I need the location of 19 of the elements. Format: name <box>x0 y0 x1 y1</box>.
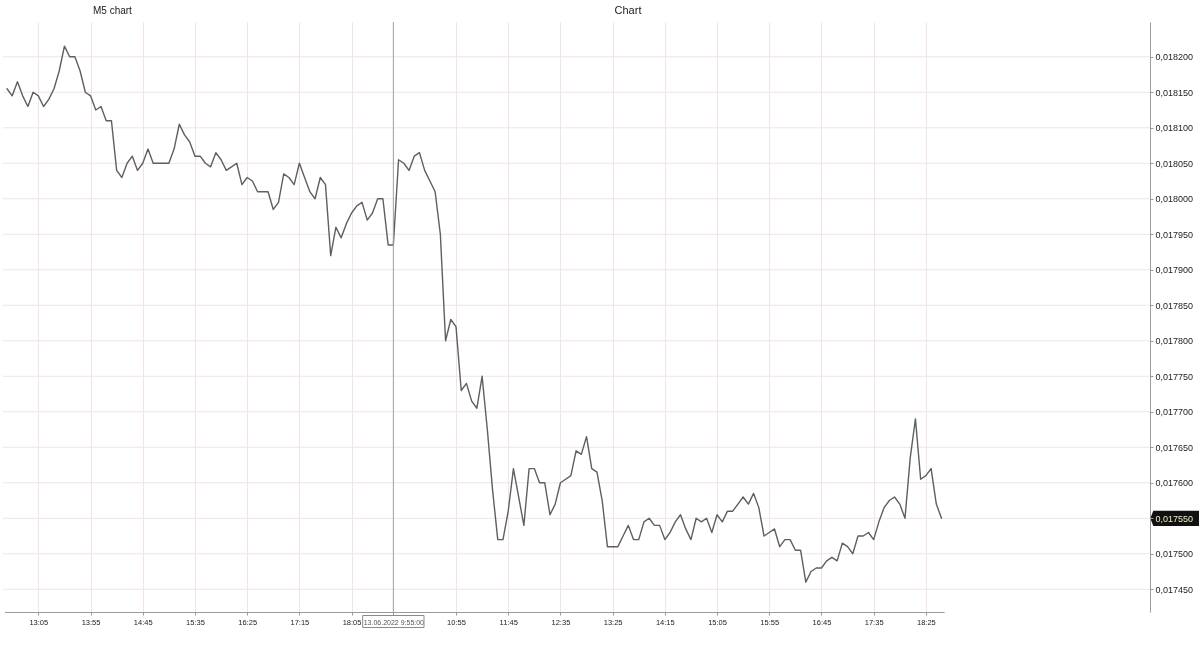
chart-title: Chart <box>614 4 642 16</box>
y-tick-label: 0,018150 <box>1155 87 1194 98</box>
y-tick-label: 0,017800 <box>1155 336 1194 347</box>
y-tick-label: 0,017550 <box>1155 513 1194 524</box>
y-tick-label: 0,017500 <box>1155 549 1194 560</box>
y-tick-label: 0,017850 <box>1155 300 1194 311</box>
y-tick-label: 0,017700 <box>1155 407 1194 418</box>
y-tick-label: 0,018100 <box>1155 123 1194 134</box>
y-tick-label: 0,017750 <box>1155 371 1194 382</box>
y-tick-label: 0,017450 <box>1155 584 1194 595</box>
y-tick-label: 0,017600 <box>1155 478 1194 489</box>
y-tick-label: 0,018200 <box>1155 52 1194 63</box>
text: M5 chart <box>93 5 133 16</box>
line-series <box>6 45 943 583</box>
y-tick-label: 0,017650 <box>1155 442 1194 453</box>
y-tick-label: 0,018000 <box>1155 194 1194 205</box>
y-tick-label: 0,017900 <box>1155 265 1194 276</box>
y-tick-label: 0,018050 <box>1155 158 1194 169</box>
y-tick-label: 0,017950 <box>1155 229 1194 240</box>
